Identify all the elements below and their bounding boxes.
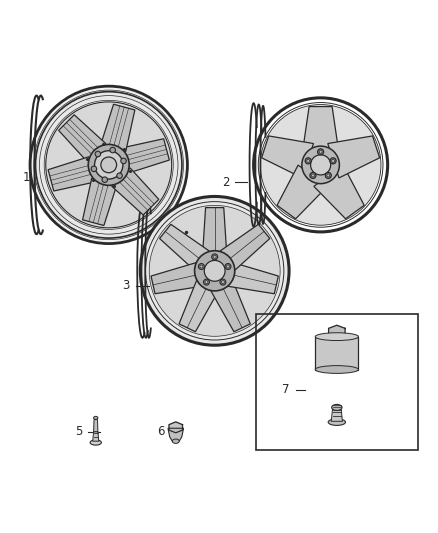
Text: 6: 6: [157, 425, 164, 438]
Ellipse shape: [88, 144, 129, 185]
Text: 2: 2: [222, 176, 229, 189]
Ellipse shape: [225, 263, 231, 270]
Ellipse shape: [95, 151, 101, 157]
Polygon shape: [261, 136, 314, 178]
Ellipse shape: [315, 333, 358, 341]
Polygon shape: [101, 104, 135, 151]
Ellipse shape: [102, 177, 107, 182]
Polygon shape: [277, 165, 327, 219]
Ellipse shape: [311, 174, 314, 177]
Ellipse shape: [307, 159, 310, 163]
Polygon shape: [151, 263, 201, 294]
Polygon shape: [112, 168, 159, 215]
Ellipse shape: [328, 419, 346, 425]
Ellipse shape: [315, 366, 358, 374]
Ellipse shape: [213, 255, 216, 259]
Polygon shape: [48, 157, 95, 191]
Ellipse shape: [325, 173, 331, 179]
Ellipse shape: [226, 265, 230, 268]
Ellipse shape: [90, 440, 101, 445]
Ellipse shape: [194, 251, 235, 291]
Ellipse shape: [198, 263, 205, 270]
Text: 7: 7: [282, 383, 290, 396]
Ellipse shape: [46, 102, 172, 228]
Ellipse shape: [310, 173, 316, 179]
Polygon shape: [122, 139, 170, 173]
Polygon shape: [303, 107, 339, 151]
Polygon shape: [220, 224, 270, 270]
Text: 1: 1: [23, 171, 30, 184]
Ellipse shape: [91, 166, 97, 172]
Ellipse shape: [311, 155, 331, 175]
Ellipse shape: [318, 149, 324, 155]
Polygon shape: [228, 263, 278, 294]
Ellipse shape: [172, 439, 179, 443]
Ellipse shape: [117, 173, 122, 179]
Polygon shape: [328, 325, 345, 337]
Polygon shape: [179, 280, 219, 332]
Ellipse shape: [94, 416, 98, 419]
Polygon shape: [159, 224, 209, 270]
Bar: [256, 314, 418, 450]
Polygon shape: [211, 280, 250, 332]
Ellipse shape: [332, 159, 335, 163]
Ellipse shape: [200, 265, 203, 268]
Ellipse shape: [30, 86, 187, 244]
Polygon shape: [83, 178, 117, 225]
Ellipse shape: [302, 146, 339, 184]
Ellipse shape: [260, 104, 381, 225]
Ellipse shape: [204, 261, 225, 281]
Ellipse shape: [140, 197, 289, 345]
Ellipse shape: [221, 281, 224, 284]
Ellipse shape: [220, 279, 226, 285]
Polygon shape: [202, 207, 227, 254]
Ellipse shape: [204, 279, 209, 285]
Ellipse shape: [101, 157, 117, 173]
Ellipse shape: [305, 158, 311, 164]
Ellipse shape: [95, 151, 123, 179]
Ellipse shape: [149, 205, 280, 336]
Ellipse shape: [205, 281, 208, 284]
Ellipse shape: [327, 174, 330, 177]
Polygon shape: [314, 165, 364, 219]
Polygon shape: [328, 136, 380, 178]
Ellipse shape: [35, 92, 182, 238]
Ellipse shape: [212, 254, 218, 260]
Polygon shape: [94, 419, 98, 432]
Text: 3: 3: [122, 279, 130, 293]
Ellipse shape: [319, 150, 322, 154]
Polygon shape: [168, 428, 184, 441]
Ellipse shape: [332, 405, 342, 410]
Ellipse shape: [330, 158, 336, 164]
Ellipse shape: [110, 147, 116, 153]
Ellipse shape: [121, 158, 126, 164]
Polygon shape: [93, 432, 99, 441]
Text: 5: 5: [75, 425, 82, 438]
Polygon shape: [315, 337, 358, 369]
Polygon shape: [169, 422, 183, 433]
Polygon shape: [331, 409, 343, 421]
Polygon shape: [59, 115, 106, 162]
